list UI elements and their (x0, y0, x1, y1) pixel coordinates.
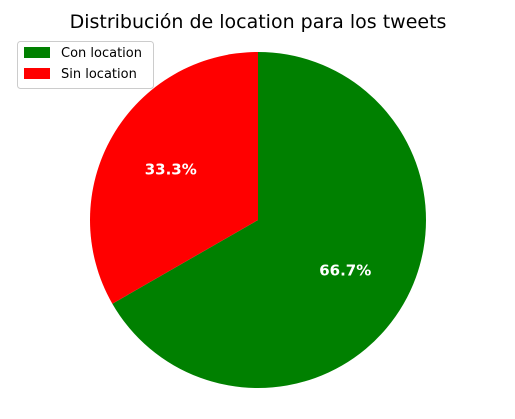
pie-slice-sin-location (89, 52, 258, 304)
pie-slice-con-location (112, 52, 426, 388)
legend-frame (17, 41, 154, 89)
legend-swatch-sin-location (24, 68, 50, 79)
legend-items: Con location Sin location (24, 46, 142, 82)
legend-label-sin-location: Sin location (61, 67, 137, 82)
pct-labels-group: 66.7% 33.3% (145, 161, 372, 280)
chart-title: Distribución de location para los tweets (70, 11, 447, 33)
pct-label-con-location: 66.7% (319, 261, 371, 279)
legend-swatch-con-location (24, 47, 50, 58)
pct-label-sin-location: 33.3% (145, 161, 197, 179)
legend-label-con-location: Con location (61, 46, 142, 61)
slices-group (89, 52, 426, 388)
legend: Con location Sin location (17, 41, 154, 89)
